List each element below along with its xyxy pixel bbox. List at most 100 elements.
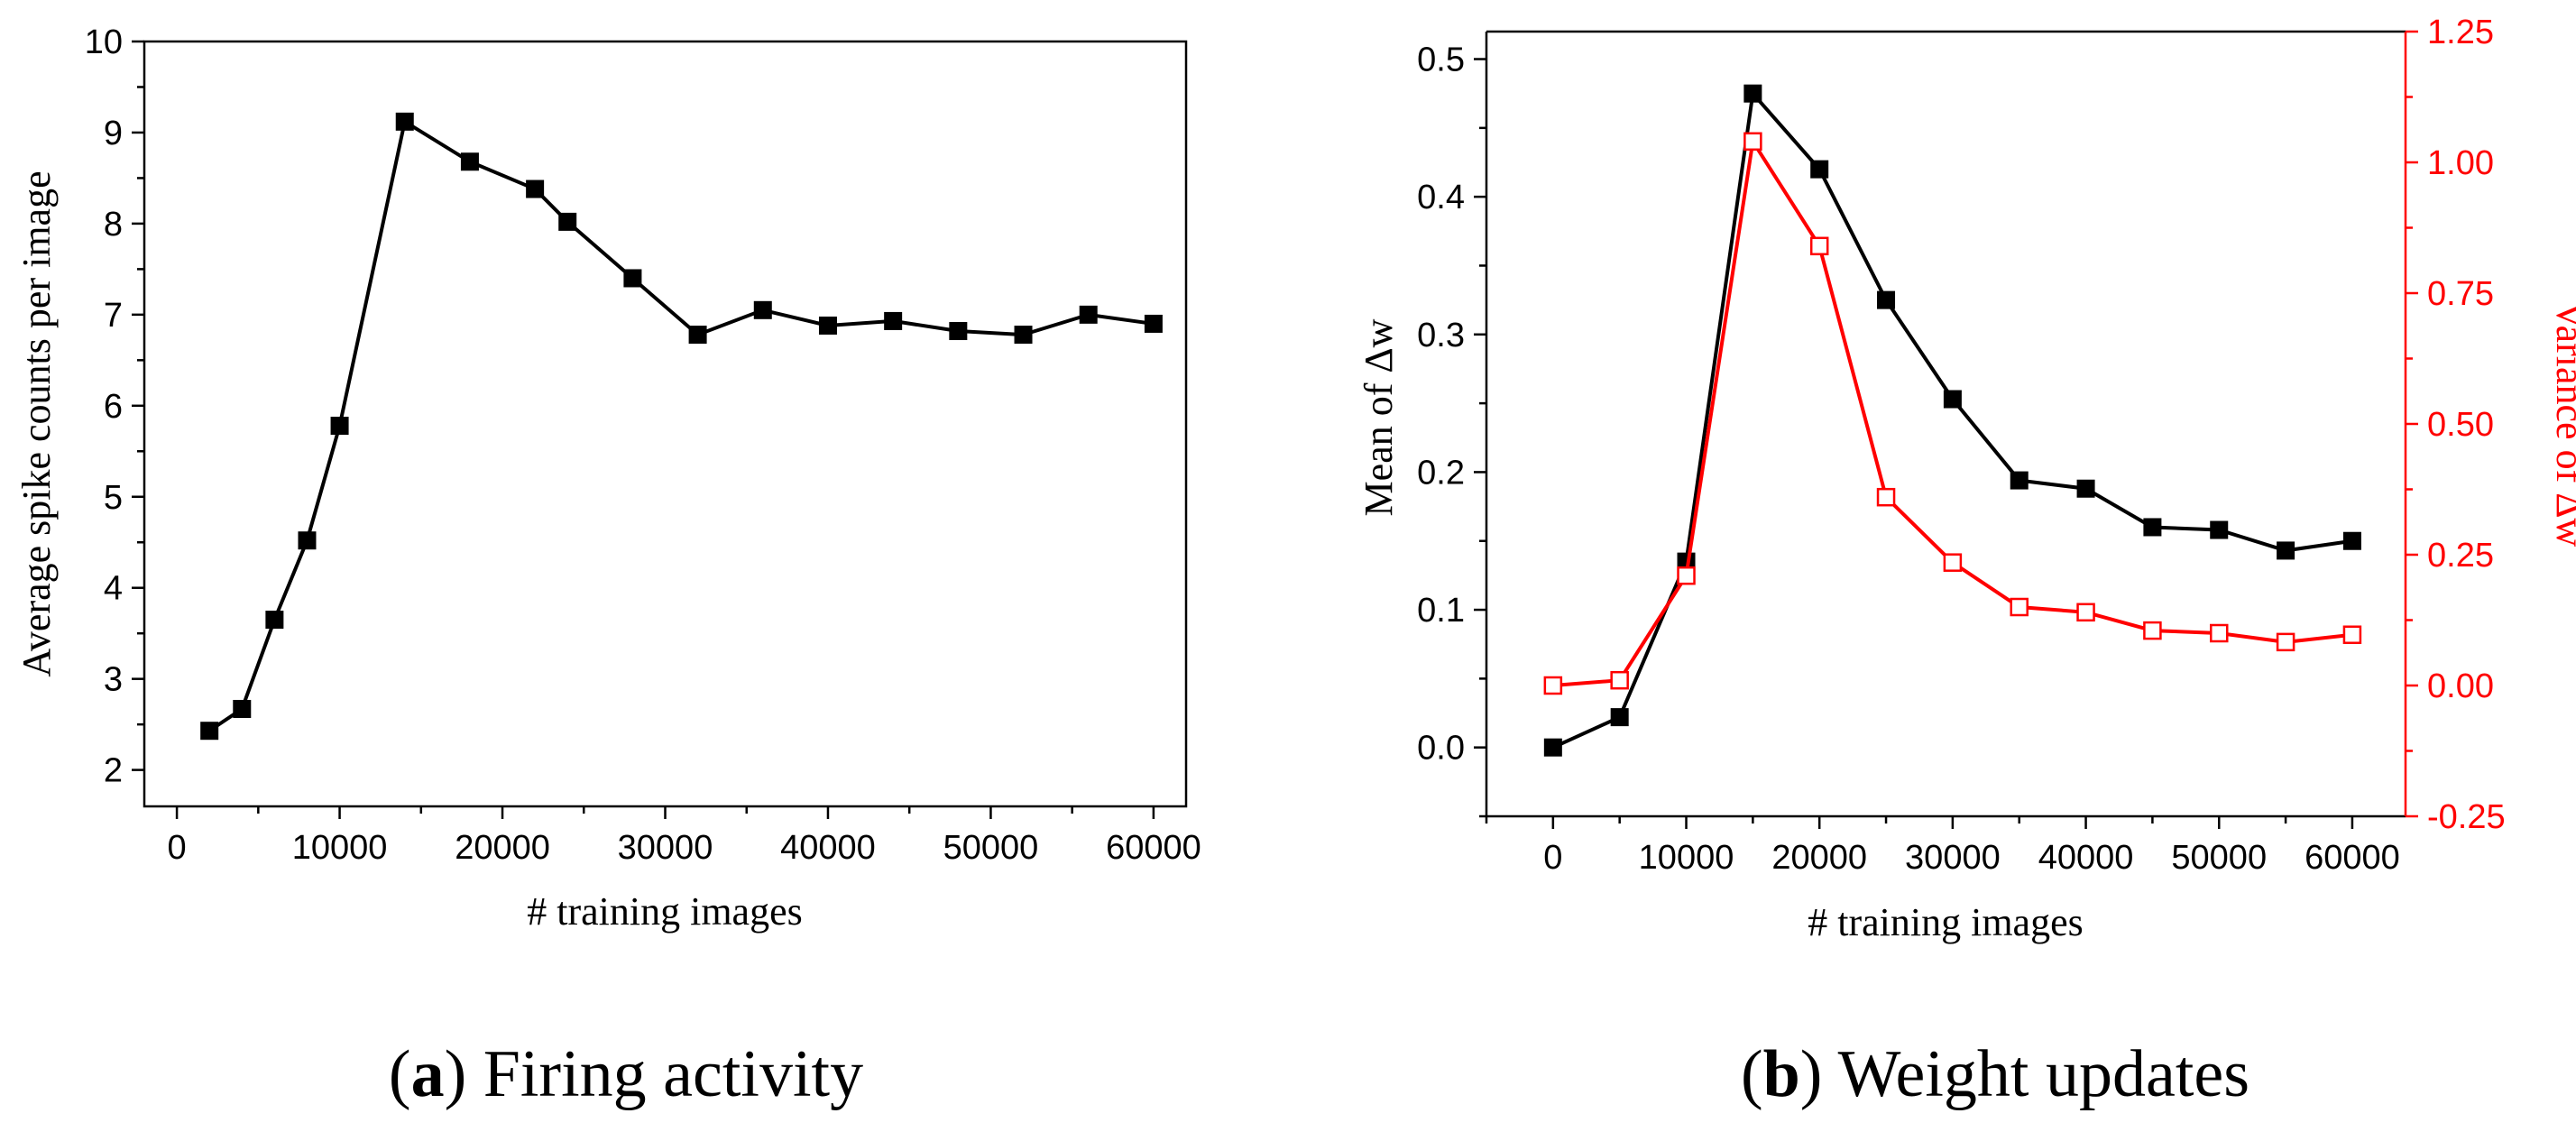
panel-a-data-point — [949, 322, 968, 341]
panel-b-x-tick-label: 20000 — [1771, 839, 1867, 877]
panel-b-variance-point — [1876, 487, 1896, 507]
panel-b-y2-ticks: -0.25 0.00 0.25 0.50 0.75 1.00 1.25 — [2406, 14, 2506, 836]
panel-a-x-tick-label: 30000 — [618, 829, 713, 867]
panel-a-data-point — [460, 152, 479, 171]
panel-b-mean-point — [2342, 531, 2361, 550]
panel-b-variance-point — [1943, 553, 1963, 572]
panel-b-y2-tick-label: 0.50 — [2427, 406, 2494, 444]
panel-b-weight-updates: 0 10000 20000 30000 40000 50000 60000 0.0 0.1 0.… — [1357, 14, 2576, 1111]
panel-a-data-point — [884, 311, 903, 330]
panel-a-y-tick-label: 6 — [104, 388, 123, 426]
panel-b-x-tick-label: 0 — [1543, 839, 1562, 877]
panel-b-mean-point — [1810, 160, 1829, 179]
panel-b-y2-tick-label: -0.25 — [2427, 798, 2506, 836]
panel-b-caption-text: Weight updates — [1838, 1037, 2249, 1111]
panel-a-y-tick-label: 7 — [104, 297, 123, 335]
panel-a-y-ticks: 2 3 4 5 6 7 8 9 10 — [85, 23, 144, 790]
panel-b-variance-point — [1809, 236, 1829, 256]
panel-b-y2-axis-title: Variance of Δw — [2548, 301, 2576, 547]
panel-b-variance-point — [2010, 597, 2029, 617]
panel-a-x-tick-label: 0 — [168, 829, 187, 867]
panel-a-caption: (a) Firing activity — [389, 1037, 863, 1111]
panel-a-y-tick-label: 8 — [104, 206, 123, 244]
panel-a-x-tick-label: 40000 — [780, 829, 876, 867]
panel-b-y-tick-label: 0.4 — [1417, 179, 1465, 216]
panel-a-x-tick-label: 60000 — [1106, 829, 1201, 867]
panel-b-mean-point — [2210, 520, 2229, 539]
panel-a-y-axis-title: Average spike counts per image — [14, 170, 59, 676]
panel-a-y-tick-label: 2 — [104, 752, 123, 790]
panel-b-y-axis-title: Mean of Δw — [1357, 318, 1401, 516]
panel-a-data-point — [330, 417, 349, 436]
panel-b-variance-point — [1677, 566, 1696, 585]
panel-b-x-axis-title: # training images — [1808, 900, 2084, 944]
panel-b-x-tick-label: 10000 — [1639, 839, 1734, 877]
panel-a-series — [200, 112, 1163, 741]
panel-b-mean-point — [1743, 84, 1762, 103]
panel-b-y-tick-label: 0.0 — [1417, 730, 1465, 768]
panel-b-mean-point — [2010, 471, 2029, 490]
panel-a-x-tick-label: 20000 — [455, 829, 550, 867]
panel-a-x-ticks: 0 10000 20000 30000 40000 50000 60000 — [168, 806, 1201, 867]
panel-b-mean-point — [1543, 738, 1562, 757]
panel-a-firing-activity: 0 10000 20000 30000 40000 50000 60000 2 3 4 5 6 7 8 9… — [14, 23, 1201, 1111]
panel-b-y2-tick-label: 0.00 — [2427, 667, 2494, 705]
panel-a-data-point — [265, 611, 284, 630]
panel-b-variance-line — [1552, 136, 2353, 687]
panel-b-y2-tick-label: 0.75 — [2427, 275, 2494, 313]
panel-b-mean-point — [2277, 541, 2295, 560]
panel-a-data-point — [1079, 305, 1098, 324]
panel-a-data-point — [688, 326, 707, 345]
panel-b-x-tick-label: 30000 — [1905, 839, 2001, 877]
panel-b-variance-point — [1743, 132, 1762, 152]
panel-a-data-point — [526, 179, 545, 198]
panel-b-variance-point — [2209, 623, 2229, 643]
panel-a-data-point — [753, 300, 772, 319]
panel-a-y-tick-label: 9 — [104, 115, 123, 152]
panel-b-x-tick-label: 50000 — [2171, 839, 2267, 877]
panel-b-variance-point — [2276, 632, 2295, 652]
panel-a-plot-frame — [143, 40, 1188, 808]
panel-a-data-point — [1144, 314, 1163, 333]
panel-b-y-tick-label: 0.2 — [1417, 454, 1465, 492]
panel-a-caption-text: Firing activity — [483, 1037, 863, 1111]
panel-a-x-axis-title: # training images — [527, 889, 803, 934]
panel-b-variance-point — [1543, 676, 1563, 695]
panel-b-variance-point — [2143, 621, 2162, 640]
panel-b-caption-letter: b — [1763, 1037, 1800, 1111]
panel-b-mean-point — [2143, 518, 2162, 537]
panel-b-variance-point — [2076, 603, 2095, 622]
panel-a-y-tick-label: 10 — [85, 23, 123, 61]
panel-b-x-ticks: 0 10000 20000 30000 40000 50000 60000 — [1485, 816, 2400, 877]
panel-a-data-point — [558, 212, 577, 231]
panel-b-series — [1543, 84, 2362, 757]
panel-a-series-line — [208, 118, 1155, 732]
panel-b-x-tick-label: 40000 — [2038, 839, 2134, 877]
panel-b-x-tick-label: 60000 — [2305, 839, 2400, 877]
panel-a-y-tick-label: 5 — [104, 479, 123, 517]
panel-b-mean-point — [1610, 708, 1629, 727]
panel-b-y2-tick-label: 1.00 — [2427, 144, 2494, 182]
panel-a-y-tick-label: 3 — [104, 661, 123, 699]
panel-b-y-tick-label: 0.1 — [1417, 592, 1465, 630]
panel-b-mean-point — [1877, 290, 1896, 309]
panel-a-data-point — [623, 269, 642, 288]
panel-a-data-point — [818, 316, 837, 335]
panel-a-data-point — [200, 722, 219, 741]
panel-a-y-tick-label: 4 — [104, 570, 123, 608]
panel-a-data-point — [233, 699, 252, 718]
panel-b-y-tick-label: 0.5 — [1417, 41, 1465, 79]
panel-a-data-point — [298, 531, 317, 550]
panel-b-y2-tick-label: 0.25 — [2427, 537, 2494, 575]
panel-b-mean-point — [2076, 479, 2095, 498]
panel-b-variance-point — [1610, 670, 1629, 690]
panel-b-y2-tick-label: 1.25 — [2427, 14, 2494, 51]
panel-b-caption: (b) Weight updates — [1741, 1037, 2249, 1111]
panel-b-mean-point — [1943, 390, 1962, 409]
panel-a-data-point — [395, 112, 414, 131]
panel-a-caption-letter: a — [411, 1037, 445, 1111]
panel-a-x-tick-label: 10000 — [292, 829, 388, 867]
panel-b-y-tick-label: 0.3 — [1417, 317, 1465, 354]
panel-a-x-tick-label: 50000 — [943, 829, 1039, 867]
panel-b-mean-line — [1552, 89, 2353, 750]
